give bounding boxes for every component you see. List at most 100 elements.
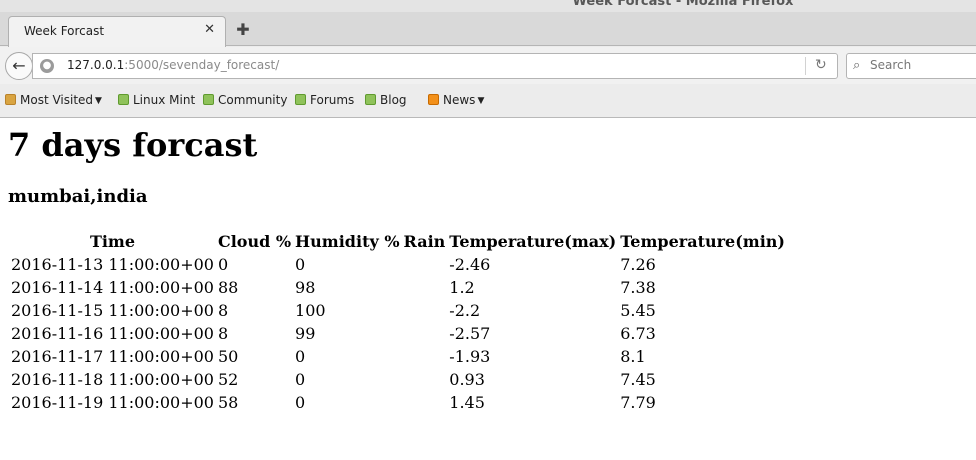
cell-rain <box>403 369 447 390</box>
bookmark-label: Linux Mint <box>133 93 196 107</box>
close-icon[interactable]: ✕ <box>204 22 215 37</box>
chevron-down-icon: ▼ <box>95 96 102 106</box>
navigation-bar: ← ● 127.0.0.1:5000/sevenday_forecast/ ↻ … <box>0 47 976 84</box>
bookmark-forums[interactable]: Forums <box>295 93 354 109</box>
cell-cloud: 8 <box>217 301 229 320</box>
cell-rain <box>403 323 447 344</box>
tab-week-forcast[interactable]: Week Forcast ✕ <box>8 16 226 47</box>
cell-humidity: 99 <box>295 324 316 343</box>
cell-cloud: 88 <box>217 278 239 297</box>
cell-cloud: 50 <box>217 347 239 366</box>
cell-cloud: 52 <box>217 370 239 389</box>
column-header-humidity: Humidity % <box>295 232 400 251</box>
url-host: 127.0.0.1 <box>67 58 125 72</box>
cell-humidity: 0 <box>295 255 306 274</box>
cell-temperature-min: 7.26 <box>620 255 656 274</box>
plus-icon[interactable]: ✚ <box>236 20 250 39</box>
cell-temperature-max: -2.57 <box>449 324 491 343</box>
window-title: Week Forcast - Mozilla Firefox <box>572 0 794 9</box>
url-path: :5000/sevenday_forecast/ <box>124 58 280 72</box>
cell-rain <box>403 254 447 275</box>
cell-time: 2016-11-19 11:00:00+00 <box>11 393 214 412</box>
forecast-table: Time Cloud % Humidity % Rain Temperature… <box>8 229 788 415</box>
cell-temperature-min: 7.45 <box>620 370 656 389</box>
cell-temperature-max: 0.93 <box>449 370 485 389</box>
bookmark-news[interactable]: News ▼ <box>428 93 484 109</box>
bookmark-linux-mint[interactable]: Linux Mint <box>118 93 195 109</box>
table-row: 2016-11-16 11:00:00+00 8 99 -2.57 6.73 <box>10 323 786 344</box>
mint-icon <box>203 94 214 105</box>
bookmarks-toolbar: Most Visited ▼ Linux Mint Community Forum… <box>0 86 976 116</box>
url-bar[interactable]: ● 127.0.0.1:5000/sevenday_forecast/ ↻ <box>32 53 838 79</box>
column-header-temperature-min: Temperature(min) <box>620 232 785 251</box>
reload-icon[interactable]: ↻ <box>815 57 827 73</box>
url-text[interactable]: 127.0.0.1:5000/sevenday_forecast/ <box>67 58 279 72</box>
bookmark-most-visited[interactable]: Most Visited ▼ <box>5 93 102 109</box>
table-row: 2016-11-14 11:00:00+00 88 98 1.2 7.38 <box>10 277 786 298</box>
cell-temperature-min: 5.45 <box>620 301 656 320</box>
cell-cloud: 58 <box>217 393 239 412</box>
table-row: 2016-11-18 11:00:00+00 52 0 0.93 7.45 <box>10 369 786 390</box>
cell-rain <box>403 300 447 321</box>
browser-chrome: Week Forcast - Mozilla Firefox Week Forc… <box>0 0 976 118</box>
bookmark-blog[interactable]: Blog <box>365 93 407 109</box>
cell-rain <box>403 346 447 367</box>
table-row: 2016-11-15 11:00:00+00 8 100 -2.2 5.45 <box>10 300 786 321</box>
search-placeholder: Search <box>870 58 912 72</box>
cell-humidity: 100 <box>295 301 326 320</box>
bookmark-label: Blog <box>380 93 407 107</box>
cell-time: 2016-11-14 11:00:00+00 <box>11 278 214 297</box>
cell-temperature-max: -2.46 <box>449 255 491 274</box>
cell-temperature-max: 1.2 <box>449 278 475 297</box>
mint-icon <box>118 94 129 105</box>
back-arrow-icon[interactable]: ← <box>5 52 33 80</box>
globe-icon[interactable]: ● <box>40 59 54 73</box>
cell-time: 2016-11-15 11:00:00+00 <box>11 301 214 320</box>
rss-icon <box>428 94 439 105</box>
table-row: 2016-11-13 11:00:00+00 0 0 -2.46 7.26 <box>10 254 786 275</box>
window-titlebar: Week Forcast - Mozilla Firefox <box>0 0 976 12</box>
cell-temperature-max: 1.45 <box>449 393 485 412</box>
mint-icon <box>295 94 306 105</box>
page-content: 7 days forcast mumbai,india Time Cloud %… <box>0 119 976 460</box>
cell-cloud: 0 <box>217 255 229 274</box>
tab-strip: Week Forcast ✕ ✚ <box>0 12 976 47</box>
cell-temperature-min: 6.73 <box>620 324 656 343</box>
table-row: 2016-11-19 11:00:00+00 58 0 1.45 7.79 <box>10 392 786 413</box>
url-divider <box>805 57 806 75</box>
cell-rain <box>403 277 447 298</box>
cell-temperature-max: -2.2 <box>449 301 481 320</box>
cell-temperature-max: -1.93 <box>449 347 491 366</box>
cell-rain <box>403 392 447 413</box>
column-header-time: Time <box>89 232 136 251</box>
search-icon: ⌕ <box>853 58 861 73</box>
cell-time: 2016-11-13 11:00:00+00 <box>11 255 214 274</box>
mint-icon <box>365 94 376 105</box>
cell-time: 2016-11-18 11:00:00+00 <box>11 370 214 389</box>
cell-time: 2016-11-16 11:00:00+00 <box>11 324 214 343</box>
column-header-temperature-max: Temperature(max) <box>449 232 617 251</box>
cell-humidity: 0 <box>295 347 306 366</box>
bookmark-community[interactable]: Community <box>203 93 287 109</box>
city-heading: mumbai,india <box>8 186 148 207</box>
cell-temperature-min: 7.79 <box>620 393 656 412</box>
bookmark-label: Most Visited <box>20 93 94 107</box>
search-input[interactable]: ⌕ Search <box>846 53 976 79</box>
bookmark-label: Forums <box>310 93 355 107</box>
cell-temperature-min: 8.1 <box>620 347 646 366</box>
table-header-row: Time Cloud % Humidity % Rain Temperature… <box>10 231 786 252</box>
column-header-cloud: Cloud % <box>217 232 292 251</box>
page-title: 7 days forcast <box>8 126 258 164</box>
folder-icon <box>5 94 16 105</box>
cell-cloud: 8 <box>217 324 229 343</box>
chevron-down-icon: ▼ <box>477 96 485 106</box>
cell-humidity: 0 <box>295 370 306 389</box>
cell-time: 2016-11-17 11:00:00+00 <box>11 347 214 366</box>
bookmark-label: Community <box>218 93 288 107</box>
cell-humidity: 98 <box>295 278 316 297</box>
cell-temperature-min: 7.38 <box>620 278 656 297</box>
table-row: 2016-11-17 11:00:00+00 50 0 -1.93 8.1 <box>10 346 786 367</box>
tab-label: Week Forcast <box>24 24 105 38</box>
bookmark-label: News <box>443 93 476 107</box>
cell-humidity: 0 <box>295 393 306 412</box>
